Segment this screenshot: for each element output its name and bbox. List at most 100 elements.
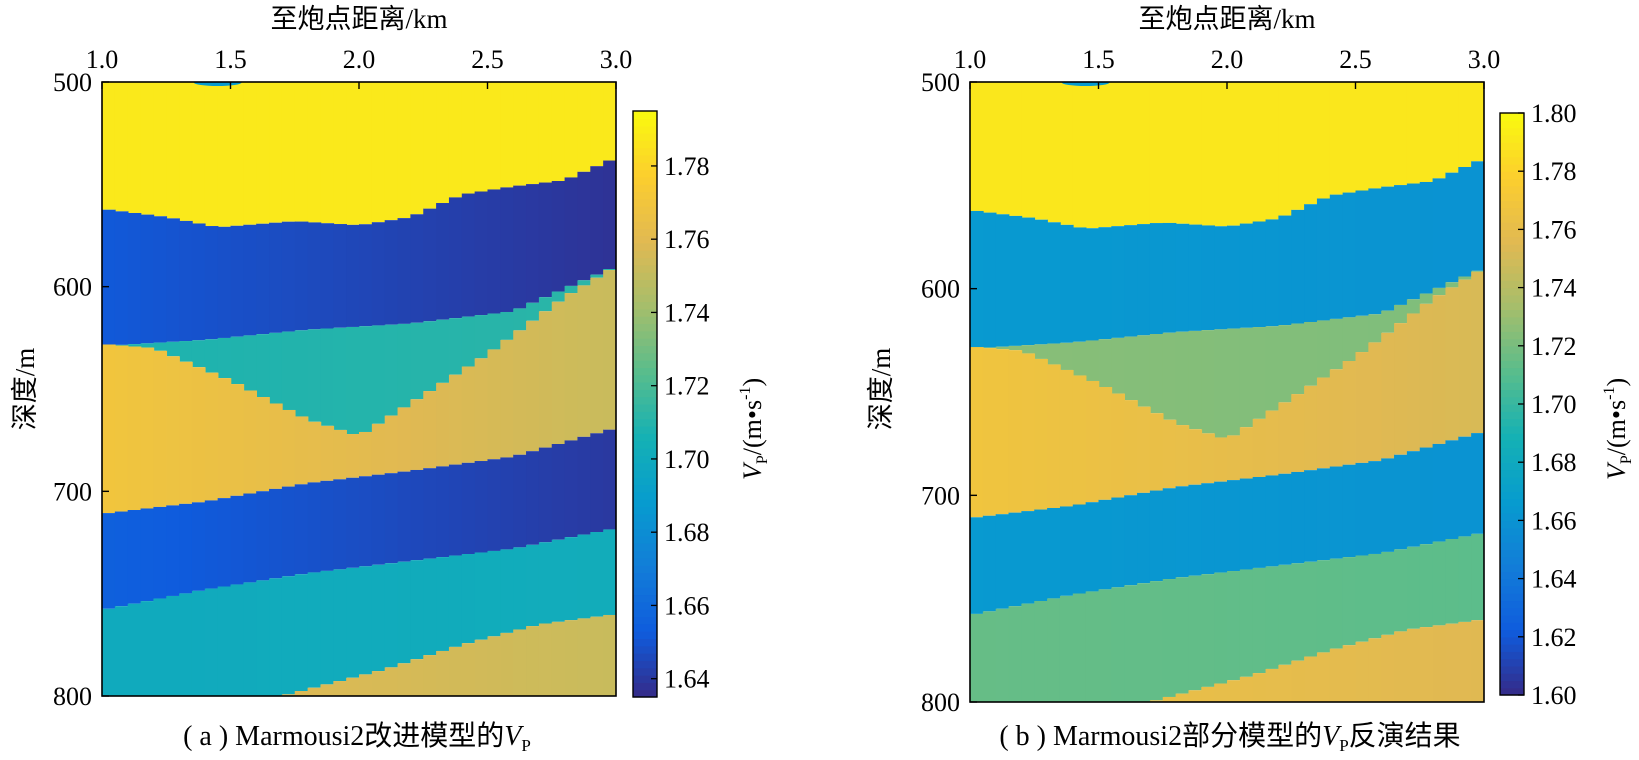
colorbar-segment (1500, 585, 1524, 594)
layer-4-cell (474, 358, 489, 462)
colorbar-segment (1500, 338, 1524, 347)
layer-7-cell (564, 620, 579, 696)
layer-4-cell (140, 347, 155, 509)
layer-3-cell (1458, 276, 1472, 280)
layer-1-cell (1072, 82, 1087, 228)
layer-1-cell (1458, 82, 1472, 167)
layer-6-cell (1316, 560, 1331, 653)
layer-2-cell (1072, 227, 1087, 342)
layer-3-cell (436, 319, 450, 383)
layer-2-cell (384, 220, 399, 325)
colorbar-segment (633, 191, 657, 200)
colorbar-segment (633, 264, 657, 273)
layer-7-cell (1304, 656, 1318, 702)
layer-5-cell (1445, 440, 1460, 539)
colorbar-segment (633, 469, 657, 478)
layer-2-cell (179, 220, 193, 342)
layer-5-cell (243, 493, 257, 583)
layer-3-cell (423, 321, 437, 392)
layer-1-cell (1329, 82, 1344, 195)
layer-6-cell (1406, 546, 1421, 629)
colorbar-segment (633, 279, 657, 288)
layer-7-cell (1394, 631, 1408, 702)
layer-7-cell (281, 694, 296, 696)
colorbar-label-close-a: ) (738, 378, 767, 387)
colorbar-a: 1.64 1.66 1.68 1.70 1.72 1.74 1.76 1.78 VP/(m•s… (632, 110, 771, 698)
colorbar-segment (1500, 113, 1524, 121)
layer-4-cell (1149, 413, 1164, 491)
colorbar-tick-label: 1.66 (664, 591, 710, 620)
layer-7-cell (448, 646, 463, 696)
layer-7-cell (590, 616, 604, 696)
layer-1-cell (564, 82, 579, 178)
layer-5-cell (551, 444, 566, 540)
layer-3-cell (371, 325, 386, 424)
layer-6-cell (1381, 551, 1395, 635)
layer-7-cell (1201, 686, 1215, 702)
layer-7-cell (1368, 638, 1382, 702)
layer-1-cell (970, 82, 984, 211)
layer-7-cell (1406, 628, 1421, 702)
layer-7-cell (128, 713, 142, 737)
colorbar-segment (633, 440, 657, 449)
colorbar-segment (1500, 331, 1524, 340)
layer-2-cell (256, 223, 270, 335)
colorbar-tick-label: 1.66 (1531, 506, 1577, 535)
colorbar-b: 1.60 1.62 1.64 1.66 1.68 1.70 1.72 1.74 1.76 1.78… (1499, 99, 1635, 710)
layer-6-cell (1034, 600, 1048, 702)
layer-3-cell (1059, 342, 1074, 370)
layer-7-cell (166, 708, 180, 737)
x-tick-label: 3.0 (600, 45, 633, 74)
layer-3-cell (1214, 329, 1228, 438)
layer-1-cell (982, 82, 997, 213)
layer-3-cell (140, 343, 155, 348)
layer-1-cell (500, 82, 514, 188)
colorbar-segment (1500, 389, 1524, 398)
layer-7-cell (500, 632, 514, 696)
layer-7-cell (1471, 620, 1484, 702)
layer-7-cell (538, 623, 553, 696)
layer-6-cell (333, 569, 347, 682)
layer-6-cell (577, 534, 592, 619)
layer-6-cell (995, 608, 1010, 702)
layer-2-cell (217, 226, 232, 338)
layer-5-cell (346, 477, 360, 568)
layer-4-cell (1432, 295, 1447, 444)
colorbar-tick-label: 1.68 (664, 518, 710, 547)
layer-4-cell (1304, 385, 1318, 471)
layer-6-cell (1291, 563, 1305, 661)
layer-6-cell (1162, 579, 1177, 697)
layer-2-cell (500, 187, 514, 312)
layer-2-cell (410, 214, 425, 323)
layer-2-cell (1239, 223, 1254, 328)
layer-4-cell (1419, 303, 1434, 448)
layer-1-cell (410, 82, 425, 215)
colorbar-label-sub-a: P (754, 455, 771, 464)
layer-5-cell (140, 508, 155, 602)
layer-5-cell (1406, 451, 1421, 547)
caption-a-var: V (504, 721, 524, 752)
layer-3-cell (1239, 327, 1254, 428)
colorbar-segment (1500, 273, 1524, 281)
layer-6-cell (538, 542, 553, 624)
layer-7-cell (983, 720, 997, 743)
layer-7-cell (1291, 660, 1305, 702)
colorbar-segment (633, 382, 657, 390)
layer-4-cell (1047, 364, 1061, 508)
layer-1-cell (436, 82, 450, 204)
layer-3-cell (1111, 337, 1125, 394)
layer-5-cell (1098, 499, 1113, 590)
colorbar-segment (633, 235, 657, 244)
layer-1-cell (1381, 82, 1395, 187)
y-tick-label: 700 (921, 481, 960, 510)
colorbar-label-unit-b: /(m•s (1602, 400, 1631, 455)
layer-6-cell (1239, 569, 1254, 677)
layer-2-cell (577, 171, 592, 281)
layer-3-cell (995, 346, 1010, 350)
layer-3-cell (127, 344, 142, 347)
colorbar-segment (1500, 469, 1524, 478)
layer-7-cell (410, 659, 425, 696)
layer-3-cell (1406, 299, 1421, 314)
layer-1-cell (294, 82, 309, 222)
y-tick-label: 500 (53, 68, 92, 97)
